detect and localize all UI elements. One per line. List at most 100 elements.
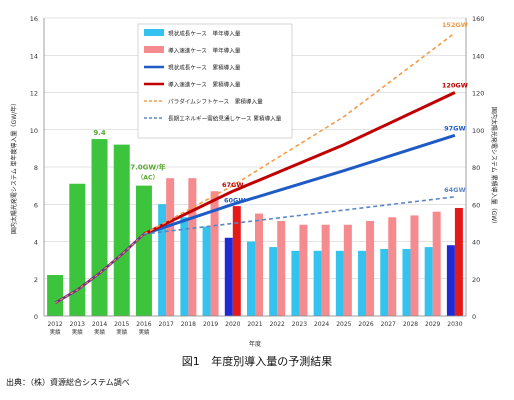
y-tick-left: 0 <box>34 313 38 321</box>
y-tick-left: 2 <box>34 276 38 284</box>
source-note: 出典：（株）資源総合システム調べ <box>6 378 130 387</box>
x-tick-sublabel: 実績 <box>72 328 84 336</box>
bar-accelerated <box>232 206 241 316</box>
x-tick-sublabel: 実績 <box>116 328 128 336</box>
bar-actual <box>47 275 64 316</box>
x-tick-label: 2017 <box>159 321 174 328</box>
line-series <box>143 133 456 236</box>
x-tick-label: 2024 <box>314 321 329 328</box>
y-tick-right: 80 <box>472 164 480 172</box>
x-tick-label: 2013 <box>70 321 85 328</box>
x-tick-label: 2021 <box>247 321 262 328</box>
bar-accelerated <box>454 207 463 316</box>
x-tick-sublabel: 実績 <box>50 328 62 336</box>
legend-label: 長期エネルギー需給見通しケース 累積導入量 <box>168 115 282 123</box>
x-tick-label: 2014 <box>92 321 107 328</box>
bar-current-growth <box>446 245 455 316</box>
annotation-label: 7.0GW/年 <box>130 163 165 172</box>
x-tick-label: 2019 <box>203 321 218 328</box>
legend-label: 現状成長ケース 単年導入量 <box>168 30 241 38</box>
y-tick-left: 8 <box>34 164 38 172</box>
figure-caption: 図1 年度別導入量の予測結果 <box>0 353 514 369</box>
x-tick-label: 2012 <box>47 321 62 328</box>
lines <box>54 32 456 305</box>
x-tick-label: 2016 <box>136 321 151 328</box>
bar-accelerated <box>299 224 308 316</box>
bar-current-growth <box>269 247 278 316</box>
x-tick-label: 2020 <box>225 321 240 328</box>
bar-current-growth <box>224 237 233 316</box>
x-axis-title: 年度 <box>249 340 261 348</box>
annotation-label: 60GW <box>224 196 246 204</box>
bar-accelerated <box>388 217 397 316</box>
y-tick-left: 12 <box>30 90 38 98</box>
x-tick-label: 2026 <box>358 321 373 328</box>
bar-current-growth <box>247 241 255 316</box>
x-tick-label: 2025 <box>336 321 351 328</box>
bar-actual <box>91 139 108 316</box>
line-series <box>143 32 456 235</box>
annotation-label: 120GW <box>442 82 468 90</box>
bar-current-growth <box>402 248 411 316</box>
bar-current-growth <box>335 250 344 316</box>
y-tick-left: 16 <box>30 15 38 23</box>
bar-accelerated <box>366 221 375 316</box>
bar-actual <box>113 144 130 316</box>
bar-current-growth <box>424 247 433 316</box>
bar-accelerated <box>432 211 441 316</box>
y-tick-left: 10 <box>30 127 38 135</box>
x-tick-label: 2030 <box>447 321 462 328</box>
legend-swatch <box>144 46 164 53</box>
x-tick-label: 2027 <box>381 321 396 328</box>
y-tick-left: 4 <box>34 239 38 247</box>
bar-actual <box>135 185 152 316</box>
y-tick-right: 0 <box>472 313 476 321</box>
y-tick-right: 60 <box>472 201 480 209</box>
bar-accelerated <box>210 191 219 316</box>
legend-label: 導入速進ケース 単年導入量 <box>168 47 241 55</box>
figure-title: 年度別導入量の予測結果 <box>211 355 333 368</box>
y-tick-right: 100 <box>472 127 484 135</box>
line-actual-overlay <box>54 233 145 304</box>
bars <box>47 139 463 316</box>
bar-accelerated <box>188 178 197 316</box>
annotation-label: 64GW <box>444 186 466 194</box>
line-series <box>143 196 455 235</box>
y-tick-right: 20 <box>472 276 480 284</box>
annotation-label: 67GW <box>222 181 244 189</box>
x-tick-label: 2018 <box>181 321 196 328</box>
x-tick-label: 2029 <box>425 321 440 328</box>
y-tick-right: 120 <box>472 90 484 98</box>
bar-current-growth <box>358 250 367 316</box>
x-tick-sublabel: 実績 <box>138 328 150 336</box>
figure-number: 図1 <box>181 355 200 368</box>
bar-accelerated <box>410 215 419 316</box>
y-axis-title-right: 国内太陽光発電システム 累積導入量（GW） <box>490 107 498 227</box>
x-tick-label: 2022 <box>270 321 285 328</box>
legend-box <box>137 23 293 139</box>
y-tick-right: 140 <box>472 52 484 60</box>
bar-current-growth <box>313 250 322 316</box>
legend-swatch <box>144 29 164 36</box>
bar-accelerated <box>255 213 263 316</box>
bar-accelerated <box>343 224 352 316</box>
annotation-label: 97GW <box>444 124 466 132</box>
annotations: 9.4 7.0GW/年 （AC） 67GW 60GW 152GW 120GW 97GW 64GW <box>93 21 468 204</box>
x-tick-label: 2028 <box>403 321 418 328</box>
bar-accelerated <box>277 221 286 316</box>
x-tick-label: 2023 <box>292 321 307 328</box>
x-tick-sublabel: 実績 <box>94 328 106 336</box>
bar-accelerated <box>321 224 330 316</box>
bar-current-growth <box>180 217 189 316</box>
x-tick-label: 2015 <box>114 321 129 328</box>
y-tick-right: 160 <box>472 15 484 23</box>
bar-current-growth <box>291 250 300 316</box>
annotation-label: 152GW <box>442 21 468 29</box>
y-tick-left: 14 <box>30 52 38 60</box>
annotation-label: 9.4 <box>93 129 106 137</box>
bar-current-growth <box>158 204 167 316</box>
legend-label: パラダイムシフトケース 累積導入量 <box>168 98 263 106</box>
legend-label: 導入速進ケース 累積導入量 <box>168 81 241 89</box>
